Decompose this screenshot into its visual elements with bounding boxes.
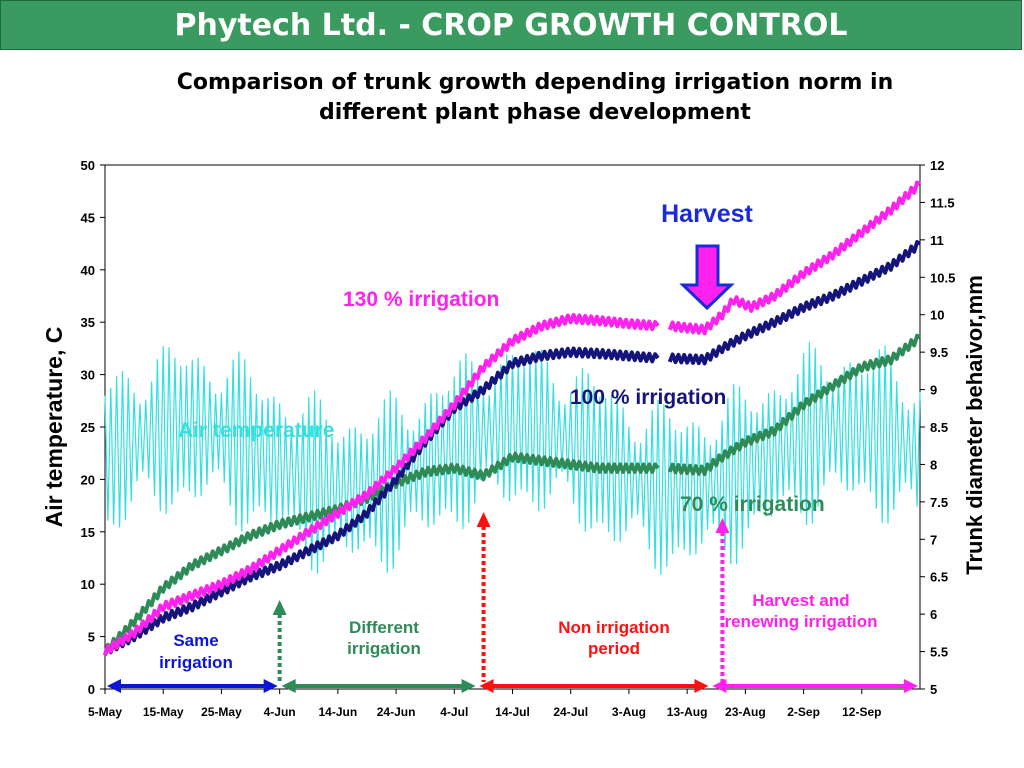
phase-arrow-non-left-head bbox=[479, 679, 494, 693]
series-layer bbox=[103, 180, 921, 656]
right-tick-label: 8.5 bbox=[930, 420, 948, 435]
right-tick-label: 12 bbox=[930, 158, 944, 173]
right-tick-label: 5 bbox=[930, 682, 937, 697]
left-tick-label: 20 bbox=[81, 472, 95, 487]
x-tick-label: 24-Jun bbox=[377, 705, 416, 719]
phase-arrow-harvest-left-head bbox=[712, 679, 727, 693]
right-tick-label: 6.5 bbox=[930, 570, 948, 585]
left-tick-label: 45 bbox=[81, 210, 95, 225]
phase-marker-different-head bbox=[272, 600, 287, 615]
x-tick-label: 3-Aug bbox=[612, 705, 646, 719]
right-tick-label: 8 bbox=[930, 457, 937, 472]
phase-harvest-line2: renewing irrigation bbox=[724, 612, 877, 631]
left-tick-label: 35 bbox=[81, 315, 95, 330]
x-tick-label: 13-Aug bbox=[667, 705, 708, 719]
left-tick-label: 30 bbox=[81, 368, 95, 383]
right-tick-label: 9.5 bbox=[930, 345, 948, 360]
y-axis-left-label: Air temperature, C bbox=[41, 327, 67, 528]
series-line-irrigation-130-seg-1 bbox=[667, 180, 921, 336]
left-tick-label: 15 bbox=[81, 525, 95, 540]
plot-area bbox=[104, 164, 921, 690]
series-line-irrigation-70-seg-0 bbox=[103, 451, 660, 656]
right-tick-label: 5.5 bbox=[930, 645, 948, 660]
phase-arrow-different-left-head bbox=[281, 679, 296, 693]
phase-arrow-different-right-head bbox=[461, 679, 476, 693]
series-label-70: 70 % irrigation bbox=[680, 493, 825, 516]
right-tick-label: 9 bbox=[930, 383, 937, 398]
harvest-label: Harvest bbox=[661, 200, 753, 228]
right-tick-label: 6 bbox=[930, 607, 937, 622]
phase-harvest-line1: Harvest and bbox=[752, 591, 849, 610]
series-line-irrigation-100-seg-0 bbox=[103, 346, 660, 656]
phase-non-line1: Non irrigation bbox=[558, 618, 669, 637]
subtitle-line-1: Comparison of trunk growth depending irr… bbox=[176, 70, 894, 95]
phase-marker-harvest-head bbox=[715, 518, 730, 533]
banner-title: Phytech Ltd. - CROP GROWTH CONTROL bbox=[174, 8, 848, 43]
right-tick-label: 7.5 bbox=[930, 495, 948, 510]
phase-non-line2: period bbox=[588, 639, 640, 658]
right-tick-label: 7 bbox=[930, 532, 937, 547]
y-axis-right-label: Trunk diameter behaivor,mm bbox=[962, 275, 987, 575]
x-tick-label: 4-Jun bbox=[264, 705, 296, 719]
series-line-irrigation-130-seg-0 bbox=[103, 312, 660, 656]
phase-arrow-non-right-head bbox=[694, 679, 709, 693]
x-tick-label: 5-May bbox=[88, 705, 122, 719]
x-tick-label: 25-May bbox=[201, 705, 242, 719]
series-line-irrigation-100-seg-1 bbox=[667, 240, 921, 366]
left-tick-label: 50 bbox=[81, 158, 95, 173]
phase-marker-non-head bbox=[476, 512, 491, 527]
x-tick-label: 14-Jun bbox=[319, 705, 358, 719]
phase-arrow-harvest-right-head bbox=[904, 679, 918, 693]
series-label-100: 100 % irrigation bbox=[570, 386, 726, 409]
subtitle-line-2: different plant phase development bbox=[319, 100, 751, 125]
phase-arrow-same-right-head bbox=[263, 679, 278, 693]
left-tick-label: 10 bbox=[81, 577, 95, 592]
left-tick-label: 0 bbox=[88, 682, 95, 697]
chart-subtitle: Comparison of trunk growth depending irr… bbox=[70, 68, 1000, 128]
x-axis: 5-May 15-May 25-May 4-Jun 14-Jun 24-Jun 4-Jul 1… bbox=[88, 689, 881, 719]
right-tick-label: 11.5 bbox=[930, 195, 955, 210]
title-banner: Phytech Ltd. - CROP GROWTH CONTROL bbox=[0, 0, 1022, 50]
right-tick-label: 10.5 bbox=[930, 270, 955, 285]
x-tick-label: 2-Sep bbox=[787, 705, 820, 719]
phase-arrows bbox=[107, 512, 918, 693]
x-tick-label: 12-Sep bbox=[842, 705, 881, 719]
phase-different-line2: irrigation bbox=[347, 639, 421, 658]
right-axis: 5 5.5 6 6.5 7 7.5 8 8.5 9 9.5 10 10.5 11 11.5 12 bbox=[920, 158, 955, 697]
left-tick-label: 25 bbox=[81, 420, 95, 435]
left-axis: 0 5 10 15 20 25 30 35 40 45 50 bbox=[81, 158, 105, 697]
right-tick-label: 11 bbox=[930, 233, 944, 248]
phase-same-line2: irrigation bbox=[159, 653, 233, 672]
series-label-air: Air temperature bbox=[178, 419, 334, 442]
x-tick-label: 14-Jul bbox=[495, 705, 530, 719]
phase-different-line1: Different bbox=[349, 618, 419, 637]
left-tick-label: 40 bbox=[81, 263, 95, 278]
series-line-air-temperature bbox=[104, 342, 921, 575]
harvest-arrow bbox=[679, 244, 735, 311]
x-tick-label: 4-Jul bbox=[440, 705, 468, 719]
phase-same-line1: Same bbox=[173, 631, 218, 650]
series-line-irrigation-70-seg-1 bbox=[667, 333, 921, 477]
x-tick-label: 23-Aug bbox=[725, 705, 766, 719]
right-tick-label: 10 bbox=[930, 308, 944, 323]
phase-arrow-same-left-head bbox=[107, 679, 121, 693]
x-tick-label: 15-May bbox=[143, 705, 184, 719]
series-label-130: 130 % irrigation bbox=[343, 288, 499, 311]
left-tick-label: 5 bbox=[88, 630, 95, 645]
x-tick-label: 24-Jul bbox=[553, 705, 588, 719]
